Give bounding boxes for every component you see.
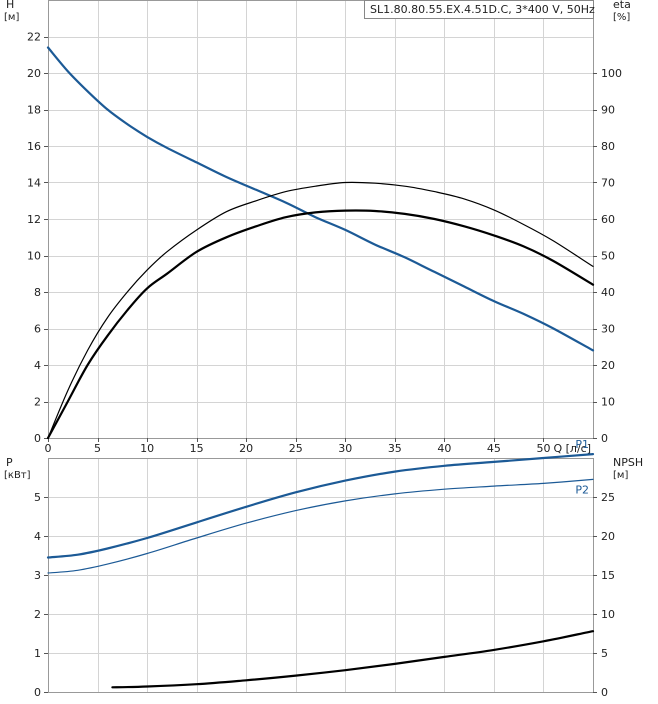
y-tick-label-left: 4 [34, 359, 41, 372]
y-tick-label-left: 3 [34, 569, 41, 582]
y-axis-title-right: eta [613, 0, 631, 11]
y-tick-label-right: 15 [601, 569, 615, 582]
x-tick-label: 20 [239, 442, 253, 455]
y-tick-label-left: 1 [34, 647, 41, 660]
series-label: P2 [575, 483, 589, 496]
y-tick-label-left: 10 [27, 250, 41, 263]
y-tick-label-right: 70 [601, 177, 615, 190]
y-tick-label-left: 4 [34, 530, 41, 543]
y-tick-label-right: 5 [601, 647, 608, 660]
x-tick-label: 35 [388, 442, 402, 455]
y-tick-label-left: 8 [34, 286, 41, 299]
series-line-0-1 [47, 181, 594, 439]
y-tick-label-right: 25 [601, 491, 615, 504]
y-tick-label-right: 30 [601, 323, 615, 336]
y-tick-label-right: 20 [601, 359, 615, 372]
series-line-p2 [47, 478, 594, 574]
y-tick-label-left: 22 [27, 31, 41, 44]
series-label: P1 [575, 438, 589, 451]
series-line-0-0 [46, 46, 595, 352]
y-tick-label-left: 2 [34, 396, 41, 409]
y-tick-label-right: 40 [601, 286, 615, 299]
chart-title-box [364, 0, 594, 19]
y-tick-label-right: 60 [601, 213, 615, 226]
y-tick-label-left: 5 [34, 491, 41, 504]
x-tick-label: 30 [338, 442, 352, 455]
y-tick-label-left: 6 [34, 323, 41, 336]
y-tick-label-left: 14 [27, 177, 41, 190]
y-axis-unit-right: [%] [613, 12, 630, 23]
y-tick-label-left: 16 [27, 140, 41, 153]
y-axis-unit-left: [м] [4, 12, 19, 23]
y-axis-title-right: NPSH [613, 456, 643, 469]
x-tick-label: 10 [140, 442, 154, 455]
series-line-0-2 [46, 209, 595, 440]
y-axis-title-left: P [6, 456, 13, 469]
y-tick-label-left: 2 [34, 608, 41, 621]
y-tick-label-left: 0 [34, 686, 41, 699]
y-axis-unit-left: [кВт] [4, 470, 31, 481]
y-tick-label-left: 18 [27, 104, 41, 117]
y-tick-label-right: 10 [601, 396, 615, 409]
series-line-1-2 [111, 630, 595, 689]
x-axis-label: Q [л/с] [553, 442, 591, 455]
chart-title: SL1.80.80.55.EX.4.51D.C, 3*400 V, 50Hz [370, 3, 595, 16]
y-tick-label-right: 50 [601, 250, 615, 263]
y-tick-label-right: 0 [601, 432, 608, 445]
series-line-p1 [46, 453, 595, 559]
x-tick-label: 15 [190, 442, 204, 455]
y-tick-label-right: 90 [601, 104, 615, 117]
y-axis-unit-right: [м] [613, 470, 628, 481]
x-tick-label: 5 [94, 442, 101, 455]
x-tick-label: 40 [437, 442, 451, 455]
y-tick-label-left: 20 [27, 67, 41, 80]
x-tick-label: 0 [45, 442, 52, 455]
y-tick-label-right: 80 [601, 140, 615, 153]
x-tick-label: 50 [536, 442, 550, 455]
y-tick-label-right: 20 [601, 530, 615, 543]
y-tick-label-right: 100 [601, 67, 622, 80]
y-tick-label-right: 0 [601, 686, 608, 699]
y-tick-label-left: 0 [34, 432, 41, 445]
y-tick-label-right: 10 [601, 608, 615, 621]
y-tick-label-left: 12 [27, 213, 41, 226]
x-tick-label: 25 [289, 442, 303, 455]
y-axis-title-left: H [6, 0, 14, 11]
x-tick-label: 45 [487, 442, 501, 455]
